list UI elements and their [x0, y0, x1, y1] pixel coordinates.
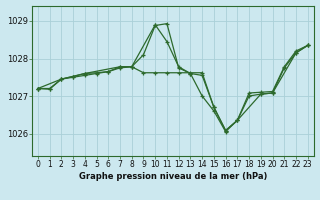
X-axis label: Graphe pression niveau de la mer (hPa): Graphe pression niveau de la mer (hPa)	[79, 172, 267, 181]
